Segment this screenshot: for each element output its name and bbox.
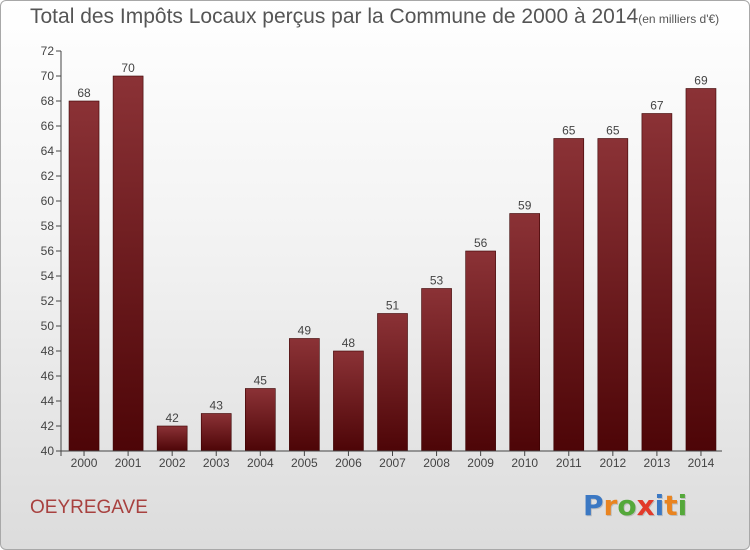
bar-value-label: 56 bbox=[474, 236, 488, 250]
y-tick-label: 60 bbox=[41, 194, 55, 208]
bar-value-label: 43 bbox=[210, 399, 224, 413]
x-tick-label: 2006 bbox=[335, 456, 362, 470]
bar-2010 bbox=[509, 213, 541, 452]
logo-letter: t bbox=[664, 489, 678, 522]
bar-value-label: 42 bbox=[165, 411, 179, 425]
logo-letter: x bbox=[636, 489, 655, 522]
bar-value-label: 70 bbox=[121, 61, 135, 75]
y-tick-label: 52 bbox=[41, 294, 55, 308]
y-tick-label: 58 bbox=[41, 219, 55, 233]
y-tick-label: 68 bbox=[41, 94, 55, 108]
y-tick-label: 72 bbox=[41, 44, 55, 58]
bar-value-label: 69 bbox=[694, 74, 708, 88]
logo-letter: r bbox=[603, 489, 618, 522]
bar-value-label: 49 bbox=[298, 324, 312, 338]
x-tick-label: 2007 bbox=[379, 456, 406, 470]
y-tick-label: 46 bbox=[41, 369, 55, 383]
bar-2006 bbox=[333, 350, 364, 452]
x-tick-label: 2013 bbox=[644, 456, 671, 470]
logo-letter: i bbox=[654, 489, 665, 522]
x-tick-label: 2008 bbox=[423, 456, 450, 470]
bar-value-label: 68 bbox=[77, 86, 91, 100]
logo-letter: o bbox=[617, 489, 637, 522]
x-tick-label: 2010 bbox=[511, 456, 538, 470]
x-axis: 2000 2001 2002 2003 2004 2005 2006 2007 2008 2009… bbox=[56, 450, 722, 470]
y-tick-label: 40 bbox=[41, 444, 55, 458]
x-tick-label: 2005 bbox=[291, 456, 318, 470]
y-tick-label: 70 bbox=[41, 69, 55, 83]
bar-value-label: 65 bbox=[606, 124, 620, 138]
logo-letter: P bbox=[583, 489, 604, 522]
bar-2002 bbox=[156, 425, 188, 452]
bar-2012 bbox=[597, 138, 629, 452]
bar-value-label: 45 bbox=[254, 374, 268, 388]
chart-title: Total des Impôts Locaux perçus par la Co… bbox=[30, 5, 719, 29]
y-tick-label: 42 bbox=[41, 419, 55, 433]
x-tick-label: 2012 bbox=[599, 456, 626, 470]
bars: 68 70 42 43 45 49 48 51 53 56 59 65 65 67 69 bbox=[68, 61, 717, 452]
x-tick-label: 2000 bbox=[71, 456, 98, 470]
x-tick-label: 2002 bbox=[159, 456, 186, 470]
y-tick-label: 50 bbox=[41, 319, 55, 333]
y-tick-label: 56 bbox=[41, 244, 55, 258]
bar-2004 bbox=[245, 388, 276, 452]
bar-2003 bbox=[200, 413, 232, 452]
bar-2000 bbox=[68, 100, 100, 452]
bar-2013 bbox=[641, 113, 673, 452]
bar-value-label: 65 bbox=[562, 124, 576, 138]
y-tick-label: 64 bbox=[41, 144, 55, 158]
bar-2009 bbox=[465, 250, 496, 452]
bar-2005 bbox=[289, 338, 320, 452]
bar-2014 bbox=[685, 88, 717, 452]
y-tick-label: 44 bbox=[41, 394, 55, 408]
y-tick-label: 54 bbox=[41, 269, 55, 283]
y-axis: 40 42 44 46 48 50 52 54 56 58 60 62 64 66 68 70 72 bbox=[41, 44, 62, 458]
bar-value-label: 59 bbox=[518, 199, 532, 213]
logo-letter: i bbox=[677, 489, 688, 522]
bar-2011 bbox=[553, 138, 585, 452]
bar-2007 bbox=[377, 313, 408, 452]
y-tick-label: 66 bbox=[41, 119, 55, 133]
bar-2008 bbox=[421, 288, 452, 452]
x-tick-label: 2001 bbox=[115, 456, 142, 470]
x-tick-label: 2009 bbox=[467, 456, 494, 470]
bar-value-label: 67 bbox=[650, 99, 664, 113]
chart-title-main: Total des Impôts Locaux perçus par la Co… bbox=[30, 5, 639, 28]
x-tick-label: 2003 bbox=[203, 456, 230, 470]
x-tick-label: 2004 bbox=[247, 456, 274, 470]
commune-name: OEYREGAVE bbox=[30, 497, 148, 518]
bar-2001 bbox=[112, 75, 144, 452]
y-tick-label: 62 bbox=[41, 169, 55, 183]
x-tick-label: 2011 bbox=[556, 456, 582, 470]
proxiti-logo: Proxiti bbox=[583, 489, 687, 522]
x-tick-label: 2014 bbox=[688, 456, 715, 470]
bar-value-label: 48 bbox=[342, 336, 356, 350]
y-tick-label: 48 bbox=[41, 344, 55, 358]
bar-value-label: 51 bbox=[386, 299, 400, 313]
bar-value-label: 53 bbox=[430, 274, 444, 288]
chart-title-unit: (en milliers d'€) bbox=[638, 12, 720, 26]
